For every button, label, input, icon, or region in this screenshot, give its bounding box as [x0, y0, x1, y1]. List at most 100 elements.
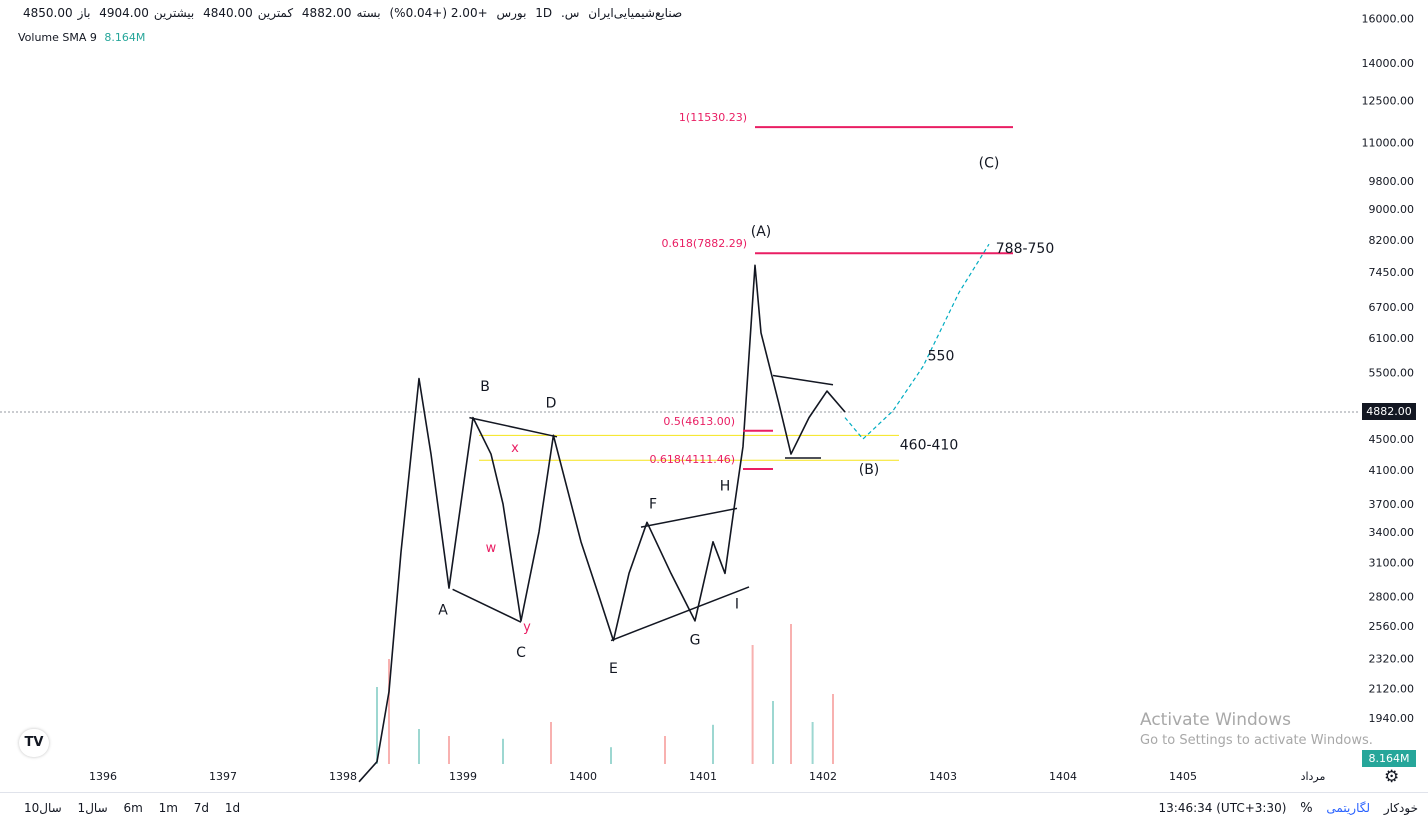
price-tick: 8200.00	[1369, 234, 1415, 247]
range-7d-button[interactable]: 7d	[193, 801, 210, 815]
close-label: بسته	[356, 6, 381, 20]
trend-lines	[452, 374, 834, 642]
time-tick: 1397	[209, 770, 237, 783]
percent-scale-button[interactable]: %	[1300, 801, 1313, 816]
wave-label: C	[516, 645, 526, 661]
volume-badge: 8.164M	[1362, 750, 1416, 767]
price-tick: 2320.00	[1369, 653, 1415, 666]
price-axis[interactable]: 16000.00 14000.00 12500.00 11000.00 9800.00 9…	[1362, 12, 1415, 724]
volume-bar	[832, 694, 834, 764]
wave-label: I	[735, 596, 739, 612]
high-value: 4904.00	[99, 6, 149, 20]
watermark-subtitle: Go to Settings to activate Windows.	[1140, 733, 1373, 748]
volume-bar	[376, 687, 378, 764]
volume-bar	[712, 724, 714, 764]
trend-line	[772, 374, 834, 386]
volume-bar	[790, 624, 792, 764]
price-tick: 4100.00	[1369, 464, 1415, 477]
volume-bar	[550, 722, 552, 764]
price-tick: 2560.00	[1369, 620, 1415, 633]
price-tick: 2120.00	[1369, 683, 1415, 696]
wave-label: 788-750	[996, 241, 1055, 257]
wave-label: G	[690, 633, 701, 649]
time-tick: مرداد	[1301, 770, 1326, 783]
time-tick: 1402	[809, 770, 837, 783]
windows-activation-watermark: Activate Windows Go to Settings to activ…	[1140, 710, 1373, 748]
open-label: باز	[77, 6, 91, 20]
time-tick: 1396	[89, 770, 117, 783]
symbol-suffix: س.	[560, 6, 580, 20]
price-tick: 9800.00	[1369, 175, 1415, 188]
time-tick: 1400	[569, 770, 597, 783]
last-price-badge: 4882.00	[1362, 403, 1416, 420]
trend-line	[610, 586, 750, 642]
forecast-line	[844, 243, 990, 440]
volume-bar	[502, 738, 504, 764]
time-tick: 1405	[1169, 770, 1197, 783]
wave-label: H	[720, 479, 731, 495]
range-6m-button[interactable]: 6m	[123, 801, 143, 815]
range-1y-button[interactable]: 1سال	[77, 801, 108, 815]
fib-label: 0.5(4613.00)	[663, 415, 735, 428]
high-label: بیشترین	[153, 6, 195, 20]
wave-label: (C)	[979, 156, 1000, 172]
low-label: کمترین	[257, 6, 294, 20]
range-1d-button[interactable]: 1d	[224, 801, 241, 815]
volume-legend[interactable]: Volume SMA 9 8.164M	[18, 31, 145, 44]
wave-label: (B)	[859, 462, 880, 478]
price-tick: 3100.00	[1369, 557, 1415, 570]
watermark-title: Activate Windows	[1140, 710, 1291, 730]
wave-label: D	[546, 395, 557, 411]
chart-scale-controls: 13:46:34 (UTC+3:30) % لگاریتمی خودکار	[1149, 801, 1418, 816]
trend-line	[640, 507, 738, 528]
volume-bar	[388, 659, 390, 764]
fib-label: 0.618(4111.46)	[649, 453, 735, 466]
price-tick: 16000.00	[1362, 12, 1415, 25]
bottom-divider	[0, 792, 1428, 793]
volume-bar	[811, 722, 814, 764]
change-value: +2.00 (+0.04%)	[389, 6, 488, 20]
forecast-path	[844, 243, 990, 440]
price-tick: 12500.00	[1362, 94, 1415, 107]
wave-label: 460-410	[900, 437, 959, 453]
time-tick: 1401	[689, 770, 717, 783]
fib-label: 1(11530.23)	[679, 111, 747, 124]
range-1m-button[interactable]: 1m	[158, 801, 178, 815]
clock-timezone[interactable]: 13:46:34 (UTC+3:30)	[1158, 801, 1287, 815]
range-selector: 10سال 1سال 6m 1m 7d 1d	[24, 801, 252, 815]
price-tick: 5500.00	[1369, 366, 1415, 379]
price-tick: 2800.00	[1369, 590, 1415, 603]
time-tick: 1399	[449, 770, 477, 783]
gear-icon[interactable]: ⚙	[1384, 767, 1400, 787]
exchange-label: بورس	[496, 6, 527, 20]
symbol-info: صنایع‌شیمیایی‌ایران س. 1D بورس +2.00 (+0…	[18, 6, 682, 20]
price-tick: 1940.00	[1369, 712, 1415, 725]
log-scale-button[interactable]: لگاریتمی	[1326, 801, 1371, 815]
fib-label: 0.618(7882.29)	[661, 237, 747, 250]
price-series	[358, 264, 846, 783]
time-tick: 1404	[1049, 770, 1077, 783]
symbol-name[interactable]: صنایع‌شیمیایی‌ایران	[588, 6, 683, 20]
wave-label: x	[511, 441, 519, 456]
wave-label: w	[486, 541, 497, 556]
volume-value: 8.164M	[104, 31, 146, 44]
interval-label[interactable]: 1D	[535, 6, 553, 20]
time-axis[interactable]: 1396 1397 1398 1399 1400 1401 1402 1403 1404 1405…	[89, 770, 1326, 783]
wave-label: 550	[928, 349, 955, 365]
price-tick: 11000.00	[1362, 137, 1415, 150]
tradingview-logo[interactable]: TV	[19, 729, 49, 757]
volume-bar	[751, 645, 754, 764]
volume-bar	[418, 729, 420, 764]
auto-scale-button[interactable]: خودکار	[1383, 801, 1418, 815]
range-10y-button[interactable]: 10سال	[24, 801, 62, 815]
wave-annotations: A B C D E F G H Ix w y (A) (B) (C) 788-750 550 460-410	[438, 156, 1054, 677]
price-line	[358, 264, 846, 783]
price-tick: 6100.00	[1369, 332, 1415, 345]
volume-bar	[664, 736, 666, 764]
wave-label: A	[438, 603, 448, 619]
wave-label: E	[609, 661, 618, 677]
trend-line	[469, 416, 558, 438]
price-tick: 9000.00	[1369, 203, 1415, 216]
price-tick: 4500.00	[1369, 433, 1415, 446]
